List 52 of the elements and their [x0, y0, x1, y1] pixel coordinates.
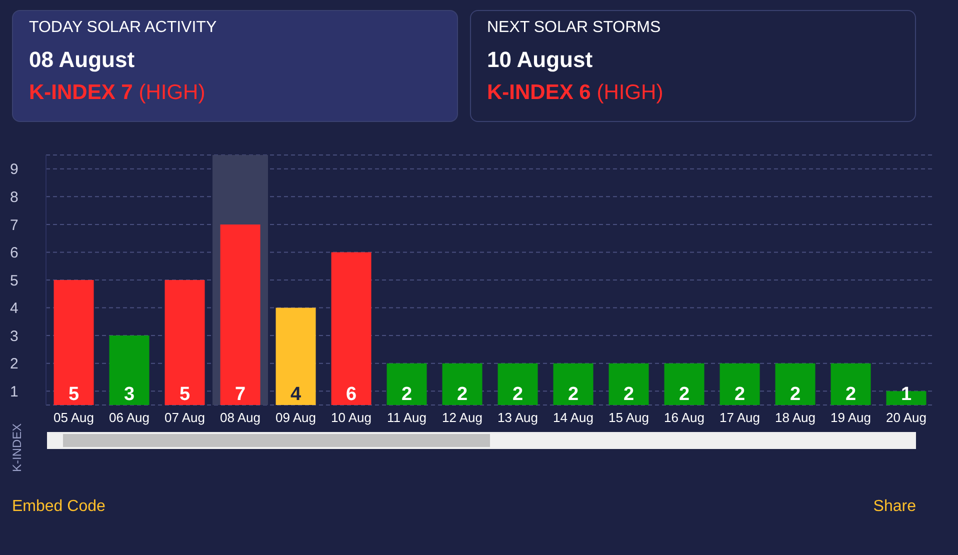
- y-tick-label: 5: [10, 272, 18, 290]
- y-tick-label: 7: [10, 216, 18, 234]
- y-tick-label: 8: [10, 188, 18, 206]
- y-tick-label: 4: [10, 300, 18, 318]
- text: K-INDEX 6: [487, 81, 591, 104]
- y-tick-label: 9: [10, 161, 18, 178]
- x-tick-label: 08 Aug: [220, 410, 260, 426]
- x-tick-label: 18 Aug: [775, 410, 816, 426]
- data-label: 2: [845, 384, 856, 405]
- text: (HIGH): [138, 81, 206, 104]
- text: Embed Code: [12, 498, 106, 516]
- data-label: 4: [290, 384, 302, 405]
- data-label: 2: [568, 384, 579, 405]
- data-label: 2: [623, 384, 634, 405]
- data-label: 5: [68, 384, 80, 405]
- x-tick-label: 12 Aug: [442, 410, 482, 426]
- x-tick-label: 16 Aug: [664, 410, 704, 426]
- data-label: 6: [346, 384, 357, 405]
- x-tick-label: 13 Aug: [498, 410, 538, 426]
- y-tick-label: 3: [10, 328, 18, 345]
- x-tick-label: 06 Aug: [109, 410, 150, 426]
- text: NEXT SOLAR STORMS: [487, 19, 662, 37]
- text: Share: [873, 498, 916, 516]
- x-tick-label: 07 Aug: [164, 410, 205, 426]
- text: TODAY SOLAR ACTIVITY: [29, 19, 218, 37]
- x-tick-label: 14 Aug: [553, 410, 594, 426]
- text: K-INDEX 7: [29, 81, 133, 104]
- x-tick-label: 19 Aug: [830, 410, 871, 426]
- y-axis-title: K-INDEX: [10, 423, 24, 472]
- y-tick-label: 2: [10, 356, 18, 373]
- data-label: 7: [234, 384, 246, 405]
- data-label: 2: [734, 384, 746, 405]
- x-tick-label: 20 Aug: [886, 410, 926, 426]
- x-tick-label: 17 Aug: [720, 410, 760, 426]
- data-label: 2: [401, 384, 412, 405]
- x-tick-label: 10 Aug: [331, 410, 372, 426]
- text: 08 August: [29, 47, 136, 73]
- text: (HIGH): [596, 81, 664, 104]
- data-label: 2: [790, 384, 801, 405]
- x-tick-label: 05 Aug: [54, 410, 94, 426]
- data-label: 5: [179, 384, 190, 405]
- data-label: 2: [456, 384, 468, 405]
- x-tick-label: 09 Aug: [276, 410, 316, 426]
- y-tick-label: 6: [10, 244, 18, 262]
- data-label: 2: [678, 384, 690, 405]
- x-tick-label: 11 Aug: [386, 410, 427, 426]
- text: 10 August: [487, 47, 594, 73]
- data-label: 2: [512, 384, 524, 405]
- y-tick-label: 1: [10, 383, 18, 400]
- data-label: 3: [124, 384, 135, 405]
- data-label: 1: [900, 384, 912, 405]
- x-tick-label: 15 Aug: [608, 410, 649, 426]
